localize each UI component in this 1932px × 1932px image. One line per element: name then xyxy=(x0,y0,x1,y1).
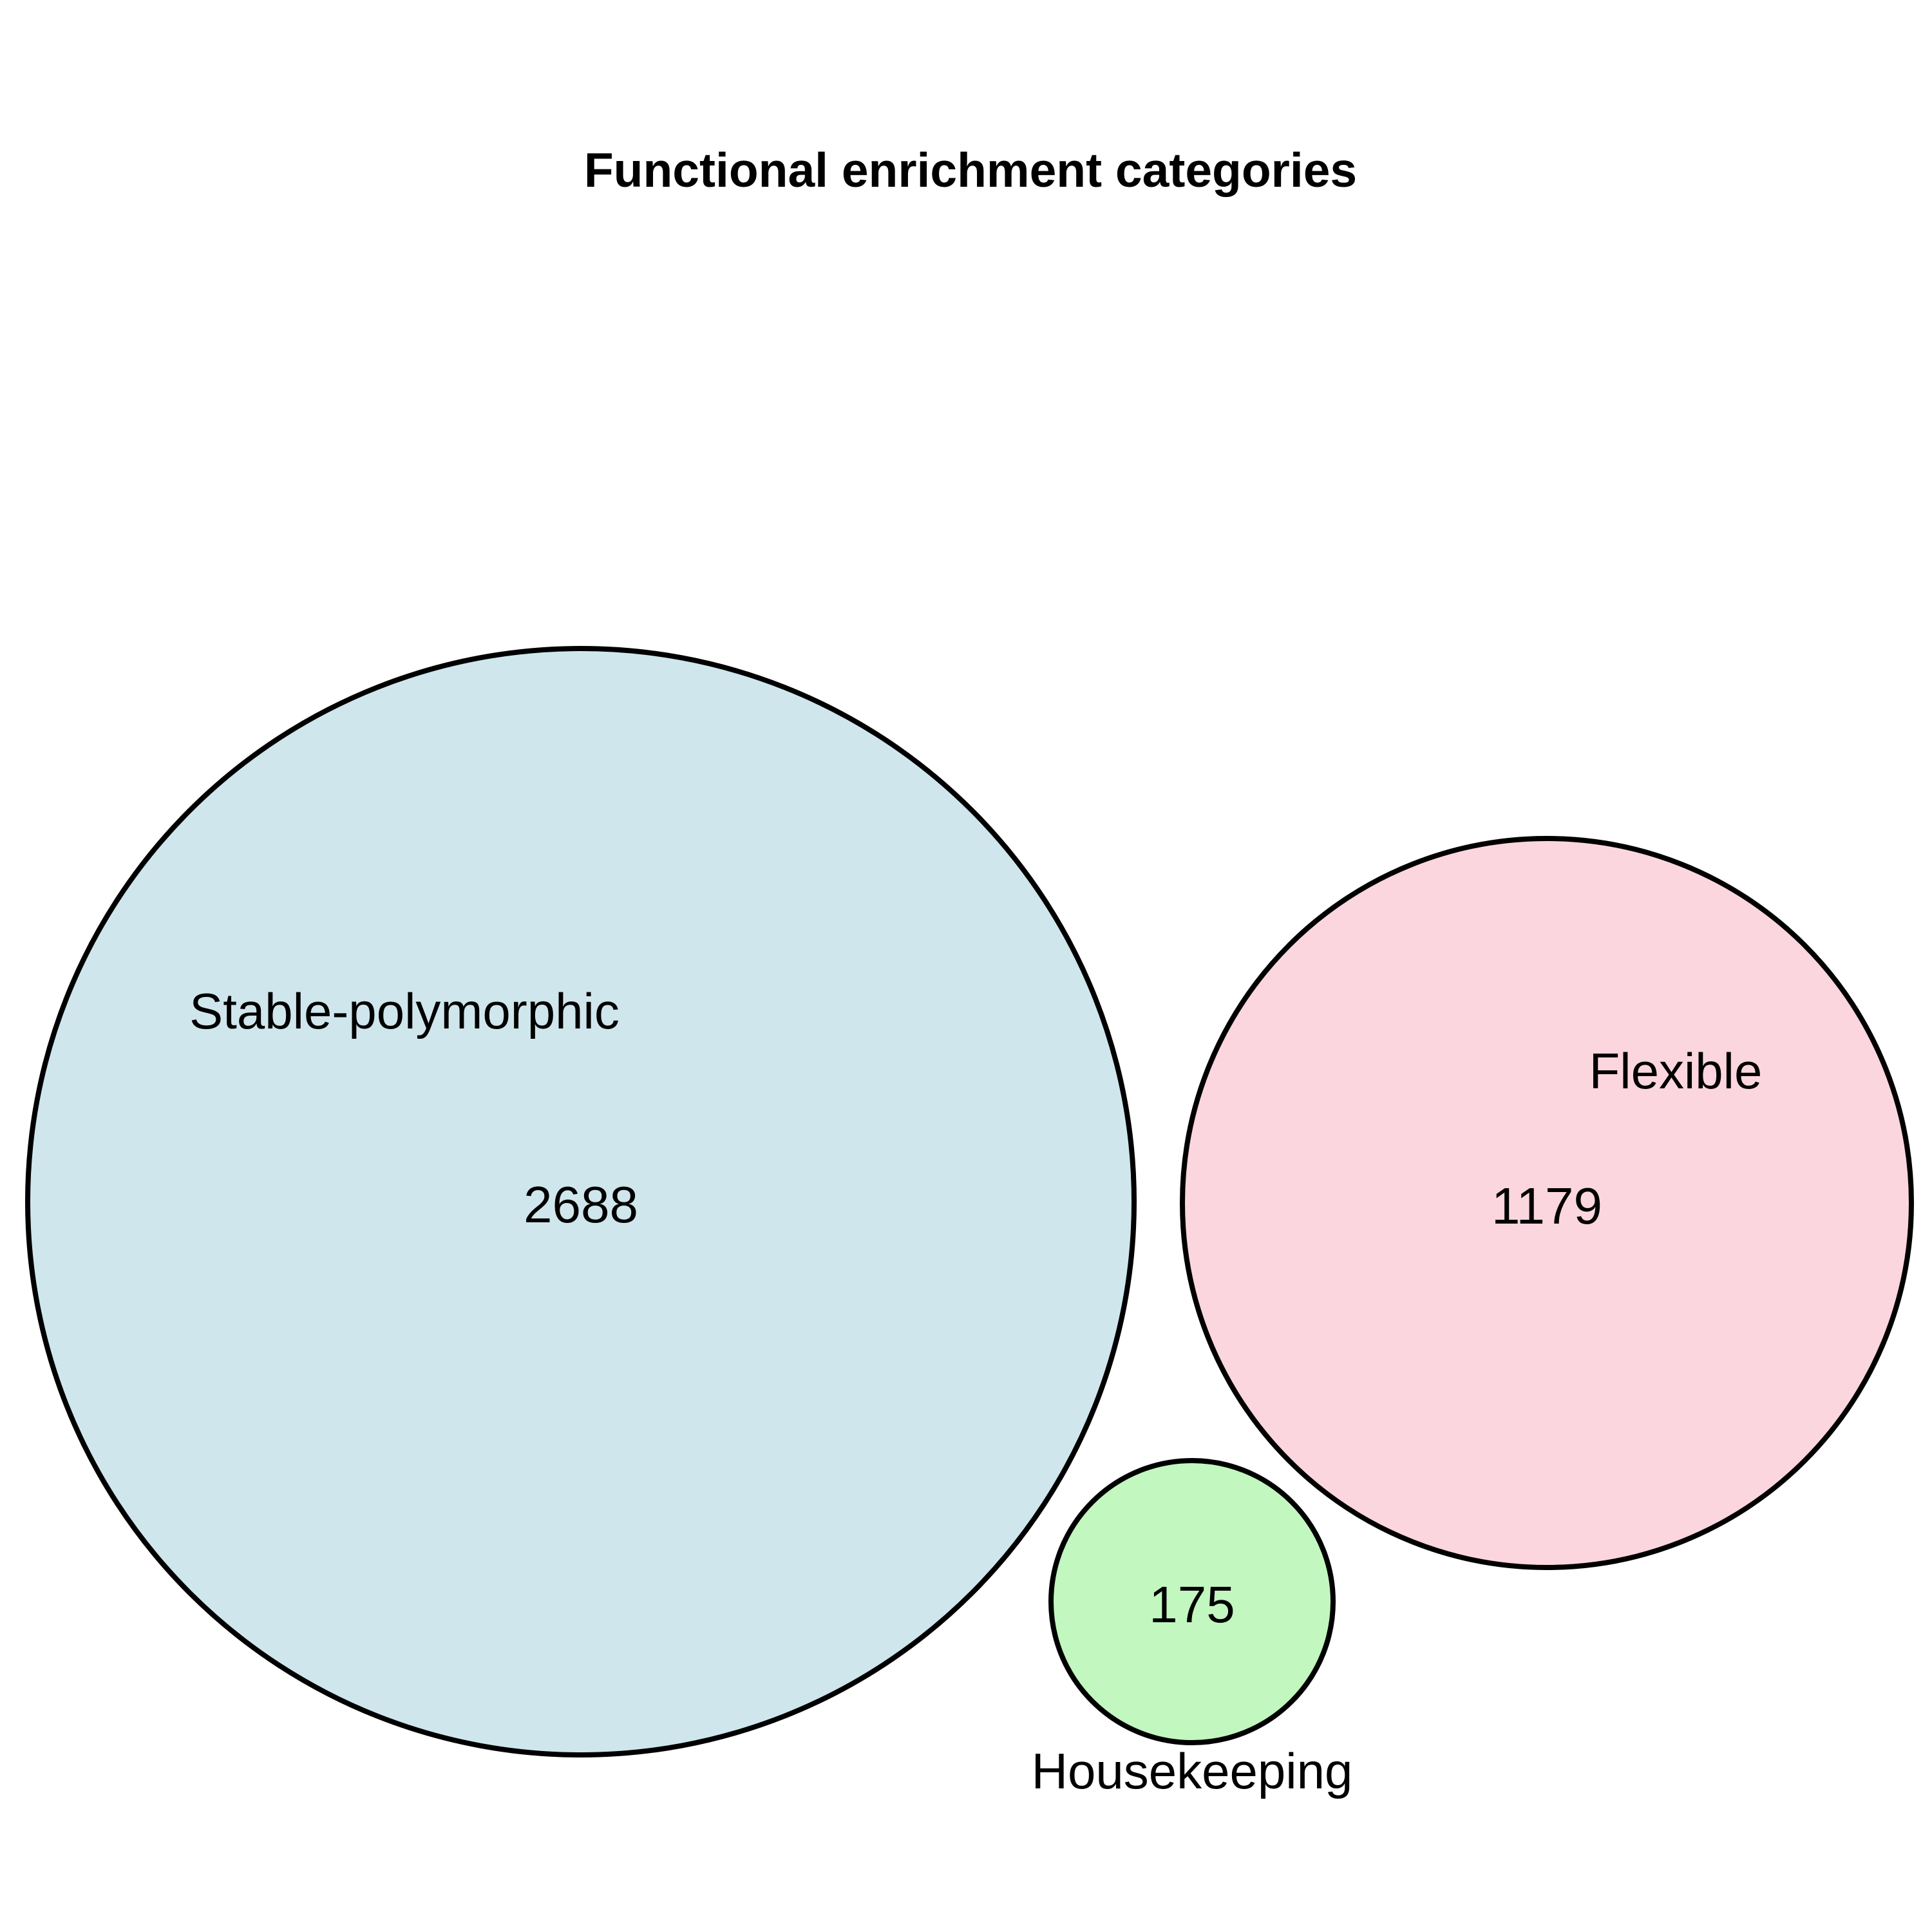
stable-polymorphic-circle xyxy=(25,646,1137,1757)
housekeeping-circle xyxy=(1048,1458,1336,1745)
housekeeping-count: 175 xyxy=(1149,1576,1235,1633)
flexible-label: Flexible xyxy=(1589,1043,1763,1099)
set-stable-polymorphic: Stable-polymorphic 2688 xyxy=(25,646,1137,1757)
set-flexible: Flexible 1179 xyxy=(1180,836,1914,1570)
housekeeping-label: Housekeeping xyxy=(1032,1743,1353,1799)
flexible-count: 1179 xyxy=(1492,1177,1602,1235)
stable-polymorphic-label: Stable-polymorphic xyxy=(189,983,620,1039)
flexible-circle xyxy=(1180,836,1914,1570)
diagram-title: Functional enrichment categories xyxy=(584,143,1357,197)
set-housekeeping: 175 Housekeeping xyxy=(1032,1458,1353,1799)
stable-polymorphic-count: 2688 xyxy=(524,1176,638,1233)
